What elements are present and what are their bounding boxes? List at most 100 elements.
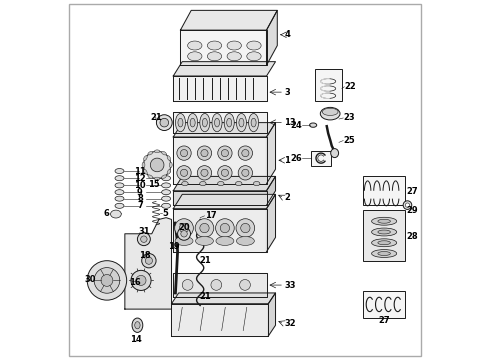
Text: 25: 25 (343, 136, 355, 145)
Polygon shape (267, 194, 275, 252)
Ellipse shape (115, 176, 124, 181)
Polygon shape (173, 194, 275, 209)
Circle shape (221, 149, 228, 157)
Circle shape (146, 257, 152, 264)
Polygon shape (269, 293, 275, 336)
Polygon shape (173, 209, 267, 252)
Ellipse shape (207, 41, 221, 50)
Ellipse shape (182, 279, 193, 290)
Ellipse shape (202, 118, 207, 127)
Circle shape (405, 203, 410, 207)
Text: 30: 30 (84, 275, 96, 284)
Text: 24: 24 (291, 121, 302, 130)
Circle shape (131, 270, 151, 291)
Circle shape (216, 219, 234, 237)
Ellipse shape (188, 41, 202, 50)
Ellipse shape (144, 169, 147, 174)
Ellipse shape (247, 41, 261, 50)
Circle shape (137, 233, 150, 246)
Circle shape (236, 219, 255, 237)
Circle shape (144, 151, 171, 179)
Ellipse shape (115, 183, 124, 188)
Ellipse shape (132, 318, 143, 332)
Polygon shape (172, 293, 275, 304)
Ellipse shape (371, 249, 397, 257)
Text: 21: 21 (199, 292, 211, 301)
Circle shape (197, 146, 212, 160)
Circle shape (136, 275, 146, 285)
Ellipse shape (154, 150, 160, 153)
Text: 7: 7 (137, 201, 143, 210)
Circle shape (175, 219, 194, 237)
Text: 4: 4 (285, 30, 290, 39)
Ellipse shape (148, 175, 153, 179)
Polygon shape (180, 30, 267, 65)
Polygon shape (173, 137, 267, 184)
Ellipse shape (188, 113, 197, 132)
Circle shape (180, 169, 188, 176)
Ellipse shape (331, 149, 339, 158)
Circle shape (87, 261, 126, 300)
Circle shape (201, 169, 208, 176)
Circle shape (241, 224, 250, 233)
Polygon shape (180, 10, 277, 30)
Ellipse shape (188, 52, 202, 61)
Ellipse shape (248, 113, 259, 132)
Text: 32: 32 (285, 319, 296, 328)
Circle shape (218, 146, 232, 160)
Ellipse shape (178, 118, 183, 127)
Ellipse shape (216, 237, 234, 246)
Ellipse shape (199, 181, 206, 186)
Circle shape (94, 267, 120, 293)
Circle shape (181, 230, 187, 237)
Ellipse shape (167, 169, 171, 174)
Ellipse shape (211, 279, 221, 290)
Text: 8: 8 (137, 194, 143, 203)
Ellipse shape (154, 177, 160, 180)
Circle shape (177, 166, 191, 180)
Ellipse shape (212, 113, 222, 132)
Text: 10: 10 (134, 181, 146, 190)
Ellipse shape (190, 118, 195, 127)
Ellipse shape (239, 118, 244, 127)
Ellipse shape (182, 181, 188, 186)
Ellipse shape (115, 168, 124, 174)
Text: 19: 19 (168, 242, 179, 251)
Bar (315, 69, 342, 101)
Polygon shape (173, 112, 267, 134)
Circle shape (179, 224, 189, 233)
Circle shape (195, 219, 214, 237)
Circle shape (238, 146, 252, 160)
Ellipse shape (115, 196, 124, 201)
Circle shape (220, 224, 230, 233)
Ellipse shape (322, 108, 338, 116)
Polygon shape (173, 273, 267, 297)
Ellipse shape (240, 279, 250, 290)
Ellipse shape (227, 118, 232, 127)
Text: 15: 15 (148, 180, 160, 189)
Text: 20: 20 (179, 223, 190, 232)
Ellipse shape (135, 321, 140, 329)
Circle shape (156, 115, 172, 131)
Ellipse shape (162, 151, 167, 155)
Polygon shape (173, 62, 275, 76)
Ellipse shape (215, 118, 220, 127)
Circle shape (177, 146, 191, 160)
Circle shape (150, 158, 164, 172)
Ellipse shape (162, 176, 171, 181)
Text: 16: 16 (129, 278, 141, 287)
Polygon shape (267, 123, 275, 184)
Ellipse shape (207, 52, 221, 61)
Circle shape (201, 149, 208, 157)
Ellipse shape (170, 162, 172, 168)
Ellipse shape (310, 123, 317, 127)
Ellipse shape (200, 113, 210, 132)
Ellipse shape (162, 203, 171, 208)
Text: 33: 33 (285, 280, 296, 289)
Bar (311, 150, 331, 166)
Ellipse shape (236, 113, 246, 132)
Circle shape (221, 169, 228, 176)
Ellipse shape (378, 252, 391, 256)
Text: 18: 18 (139, 251, 151, 260)
Text: 9: 9 (137, 188, 143, 197)
